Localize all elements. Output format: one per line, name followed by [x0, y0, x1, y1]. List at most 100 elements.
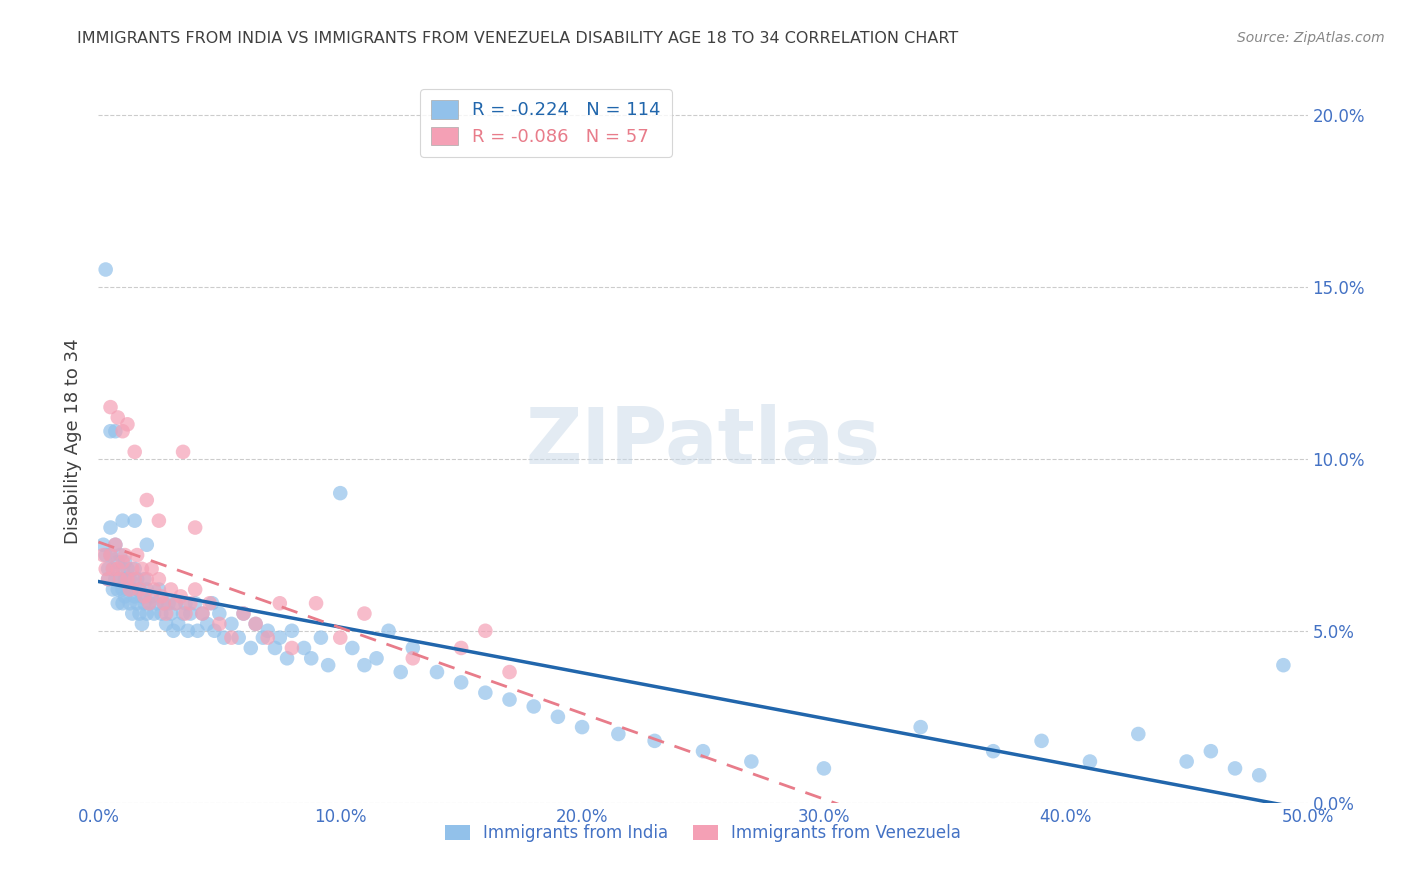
Point: [117, 572, 139, 586]
Point: [377, 624, 399, 638]
Point: [292, 640, 315, 655]
Point: [910, 720, 932, 734]
Point: [644, 734, 666, 748]
Text: ZIPatlas: ZIPatlas: [526, 403, 880, 480]
Point: [107, 596, 129, 610]
Point: [498, 665, 520, 679]
Point: [177, 624, 200, 638]
Point: [342, 640, 364, 655]
Point: [127, 596, 149, 610]
Point: [131, 590, 153, 604]
Point: [128, 607, 150, 621]
Point: [245, 616, 267, 631]
Point: [174, 607, 197, 621]
Point: [101, 562, 124, 576]
Point: [169, 590, 191, 604]
Point: [607, 727, 630, 741]
Point: [150, 607, 173, 621]
Point: [329, 631, 352, 645]
Point: [174, 596, 197, 610]
Point: [353, 607, 375, 621]
Point: [160, 582, 183, 597]
Point: [91, 538, 114, 552]
Point: [155, 607, 177, 621]
Point: [571, 720, 593, 734]
Point: [118, 572, 141, 586]
Point: [135, 582, 157, 597]
Point: [107, 562, 129, 576]
Point: [1031, 734, 1053, 748]
Point: [692, 744, 714, 758]
Point: [114, 572, 136, 586]
Point: [191, 607, 214, 621]
Point: [402, 651, 425, 665]
Point: [143, 607, 166, 621]
Point: [195, 616, 218, 631]
Point: [212, 631, 235, 645]
Point: [1272, 658, 1295, 673]
Point: [121, 562, 143, 576]
Point: [208, 607, 231, 621]
Point: [148, 582, 170, 597]
Point: [108, 572, 131, 586]
Point: [165, 596, 187, 610]
Point: [111, 582, 134, 597]
Point: [131, 616, 153, 631]
Point: [135, 572, 157, 586]
Point: [450, 675, 472, 690]
Point: [135, 607, 157, 621]
Point: [108, 572, 131, 586]
Point: [299, 651, 322, 665]
Point: [111, 555, 134, 569]
Point: [97, 562, 120, 576]
Point: [104, 538, 127, 552]
Point: [366, 651, 388, 665]
Point: [124, 590, 146, 604]
Point: [523, 699, 546, 714]
Point: [111, 596, 134, 610]
Point: [145, 596, 167, 610]
Point: [547, 710, 569, 724]
Point: [232, 607, 254, 621]
Point: [981, 744, 1004, 758]
Point: [1128, 727, 1150, 741]
Point: [155, 616, 177, 631]
Point: [740, 755, 762, 769]
Point: [111, 562, 134, 576]
Legend: Immigrants from India, Immigrants from Venezuela: Immigrants from India, Immigrants from V…: [439, 817, 967, 848]
Point: [198, 596, 221, 610]
Point: [353, 658, 375, 673]
Point: [172, 445, 194, 459]
Point: [131, 562, 153, 576]
Point: [134, 590, 156, 604]
Point: [1175, 755, 1198, 769]
Point: [252, 631, 274, 645]
Point: [165, 596, 187, 610]
Point: [134, 596, 156, 610]
Point: [172, 607, 194, 621]
Point: [184, 520, 207, 534]
Point: [450, 640, 472, 655]
Point: [94, 562, 117, 576]
Point: [107, 582, 129, 597]
Point: [179, 607, 201, 621]
Point: [1249, 768, 1271, 782]
Point: [148, 572, 170, 586]
Point: [124, 445, 146, 459]
Point: [104, 538, 127, 552]
Point: [108, 548, 131, 562]
Point: [138, 596, 160, 610]
Point: [167, 616, 190, 631]
Point: [281, 624, 304, 638]
Point: [97, 572, 120, 586]
Point: [97, 572, 120, 586]
Point: [94, 548, 117, 562]
Point: [309, 631, 332, 645]
Point: [474, 624, 496, 638]
Point: [94, 262, 117, 277]
Point: [184, 596, 207, 610]
Point: [305, 596, 328, 610]
Point: [124, 514, 146, 528]
Point: [135, 538, 157, 552]
Point: [114, 548, 136, 562]
